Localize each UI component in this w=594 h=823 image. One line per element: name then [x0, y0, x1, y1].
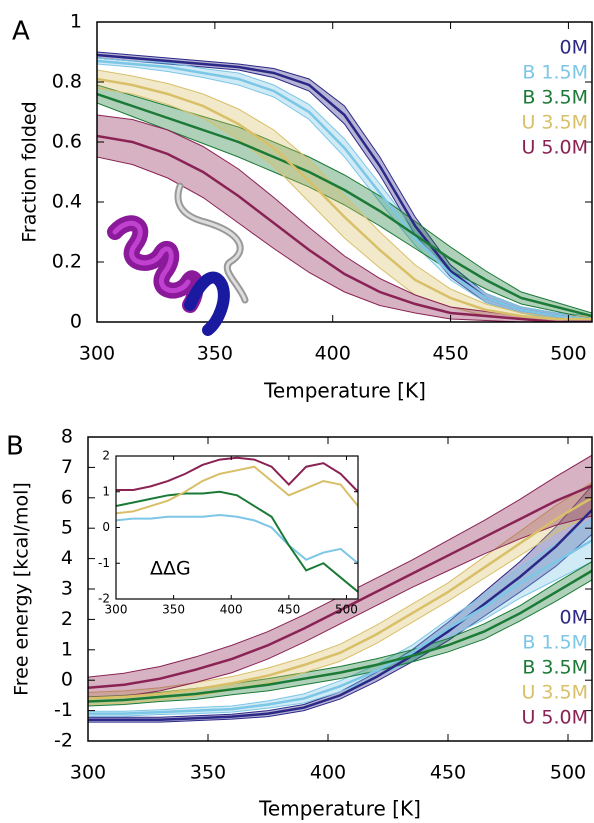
y-axis-label: Free energy [kcal/mol]: [11, 482, 33, 696]
series-line: [88, 539, 592, 715]
plot-area: [88, 454, 592, 723]
series-line: [116, 513, 358, 565]
series-line: [97, 77, 592, 321]
x-tick-label: 450: [432, 343, 468, 365]
y-tick-label: 7: [61, 456, 73, 478]
y-tick-label: 6: [61, 486, 73, 508]
y-tick-label: 1: [70, 11, 82, 33]
x-tick-label: 450: [277, 603, 300, 617]
series-line: [116, 465, 358, 515]
series-line: [97, 59, 592, 321]
legend-entry: B 1.5M: [522, 62, 588, 84]
series-line: [116, 490, 358, 593]
x-tick-label: 400: [220, 603, 243, 617]
series-line: [97, 134, 592, 322]
legend-entry: B 3.5M: [522, 657, 588, 679]
protein-helix-highlight: [112, 220, 191, 294]
series-line: [88, 509, 592, 721]
x-tick-label: 350: [190, 762, 226, 784]
series-line: [88, 496, 592, 700]
error-band: [88, 454, 592, 699]
y-tick-label: 3: [61, 578, 73, 600]
y-tick-label: 2: [61, 608, 73, 630]
panel-label: B: [6, 432, 24, 462]
legend-entry: U 3.5M: [521, 682, 588, 704]
series-line: [116, 456, 358, 493]
y-tick-label: 8: [61, 426, 73, 448]
error-band: [88, 561, 592, 707]
y-tick-label: -2: [98, 592, 110, 606]
y-tick-label: 1: [61, 638, 73, 660]
y-tick-label: 2: [102, 449, 110, 463]
panel-label: A: [12, 17, 30, 47]
x-tick-label: 350: [162, 603, 185, 617]
x-tick-label: 400: [310, 762, 346, 784]
error-band: [97, 69, 592, 322]
plot-frame: [96, 21, 593, 323]
plot-area: [116, 456, 358, 593]
y-tick-label: 0: [61, 669, 73, 691]
x-tick-label: 500: [550, 343, 586, 365]
legend-entry: U 3.5M: [521, 112, 588, 134]
y-tick-label: 0.2: [52, 251, 82, 273]
series-line: [97, 92, 592, 318]
error-band: [88, 518, 592, 717]
annotation: ΔΔG: [150, 558, 191, 580]
x-axis-label: Temperature [K]: [263, 379, 426, 403]
legend-entry: 0M: [560, 607, 588, 629]
x-tick-label: 300: [70, 762, 106, 784]
series-line: [88, 569, 592, 703]
y-tick-label: 0.6: [52, 131, 82, 153]
legend-entry: B 3.5M: [522, 87, 588, 109]
y-tick-label: 5: [61, 517, 73, 539]
inset-background: [116, 456, 358, 599]
y-tick-label: 4: [61, 547, 73, 569]
y-axis-label: Fraction folded: [19, 101, 41, 242]
protein-coil-highlight: [176, 184, 247, 302]
x-tick-label: 500: [550, 762, 586, 784]
x-tick-label: 300: [79, 343, 115, 365]
y-tick-label: 0: [70, 311, 82, 333]
series-line: [88, 484, 592, 690]
legend-entry: 0M: [560, 37, 588, 59]
legend-entry: U 5.0M: [521, 707, 588, 729]
x-tick-label: 500: [335, 603, 358, 617]
panel: 300 350 400 450 500 -2 -1 0 1 2 3 4 5 6 7 8 0M B 1.5M B 3.…: [54, 426, 593, 784]
x-tick-label: 450: [430, 762, 466, 784]
x-axis-label: Temperature [K]: [258, 797, 421, 821]
protein-helix-end: [184, 271, 230, 336]
y-tick-label: 0.4: [52, 191, 82, 213]
error-band: [88, 484, 592, 723]
error-band: [97, 51, 592, 322]
error-band: [97, 114, 592, 322]
panel: 300 350 400 450 500 0 0.2 0.4 0.6 0.8 1 0M B 1.5M B 3…: [52, 11, 593, 365]
x-tick-label: 300: [105, 603, 128, 617]
inset: 300 350 400 450 500 -2 -1 0 1 2 ΔΔG: [98, 449, 359, 617]
x-tick-label: 400: [315, 343, 351, 365]
protein-cartoon: [107, 182, 249, 336]
error-band: [97, 57, 592, 322]
y-tick-label: -2: [54, 730, 73, 752]
legend-entry: U 5.0M: [521, 137, 588, 159]
y-tick-label: 0.8: [52, 71, 82, 93]
y-tick-label: -1: [54, 699, 73, 721]
y-tick-label: 1: [102, 484, 110, 498]
y-tick-label: -1: [98, 556, 110, 570]
plot-area: [97, 51, 592, 322]
x-tick-label: 350: [197, 343, 233, 365]
legend-entry: B 1.5M: [522, 632, 588, 654]
y-tick-label: 0: [102, 520, 110, 534]
error-band: [97, 84, 592, 320]
